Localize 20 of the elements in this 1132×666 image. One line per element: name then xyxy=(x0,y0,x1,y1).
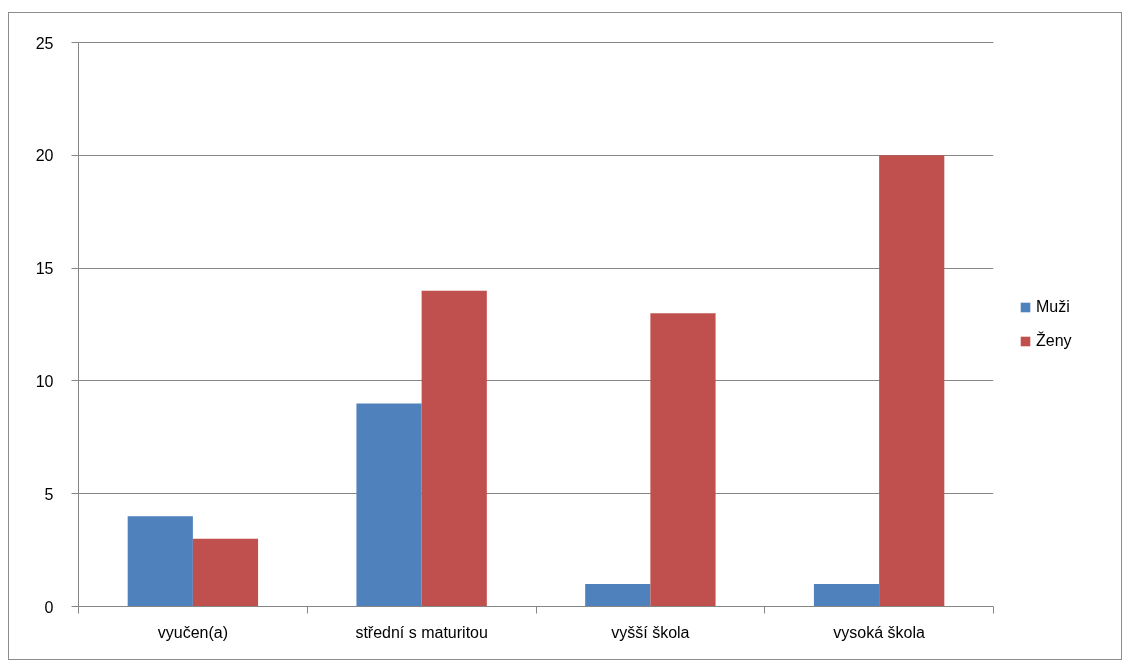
bar xyxy=(192,538,259,607)
bar xyxy=(421,290,487,607)
bar xyxy=(127,516,193,607)
legend-label: Ženy xyxy=(1036,331,1072,351)
y-tick-label: 20 xyxy=(35,147,54,165)
x-tick-label: vyšší škola xyxy=(611,623,690,641)
y-tick-label: 25 xyxy=(35,34,54,52)
y-tick-label: 5 xyxy=(44,485,54,503)
x-tick-label: střední s maturitou xyxy=(355,623,488,641)
legend-label: Muži xyxy=(1036,297,1070,317)
y-tick-label: 0 xyxy=(44,598,54,616)
x-tick-label: vysoká škola xyxy=(833,623,926,641)
bar xyxy=(356,403,422,607)
bar xyxy=(650,313,716,607)
bar xyxy=(813,583,880,607)
y-tick-label: 10 xyxy=(35,372,54,390)
x-tick-label: vyučen(a) xyxy=(157,623,228,641)
bar xyxy=(585,583,651,607)
y-tick-label: 15 xyxy=(35,260,54,278)
bar xyxy=(879,155,945,607)
